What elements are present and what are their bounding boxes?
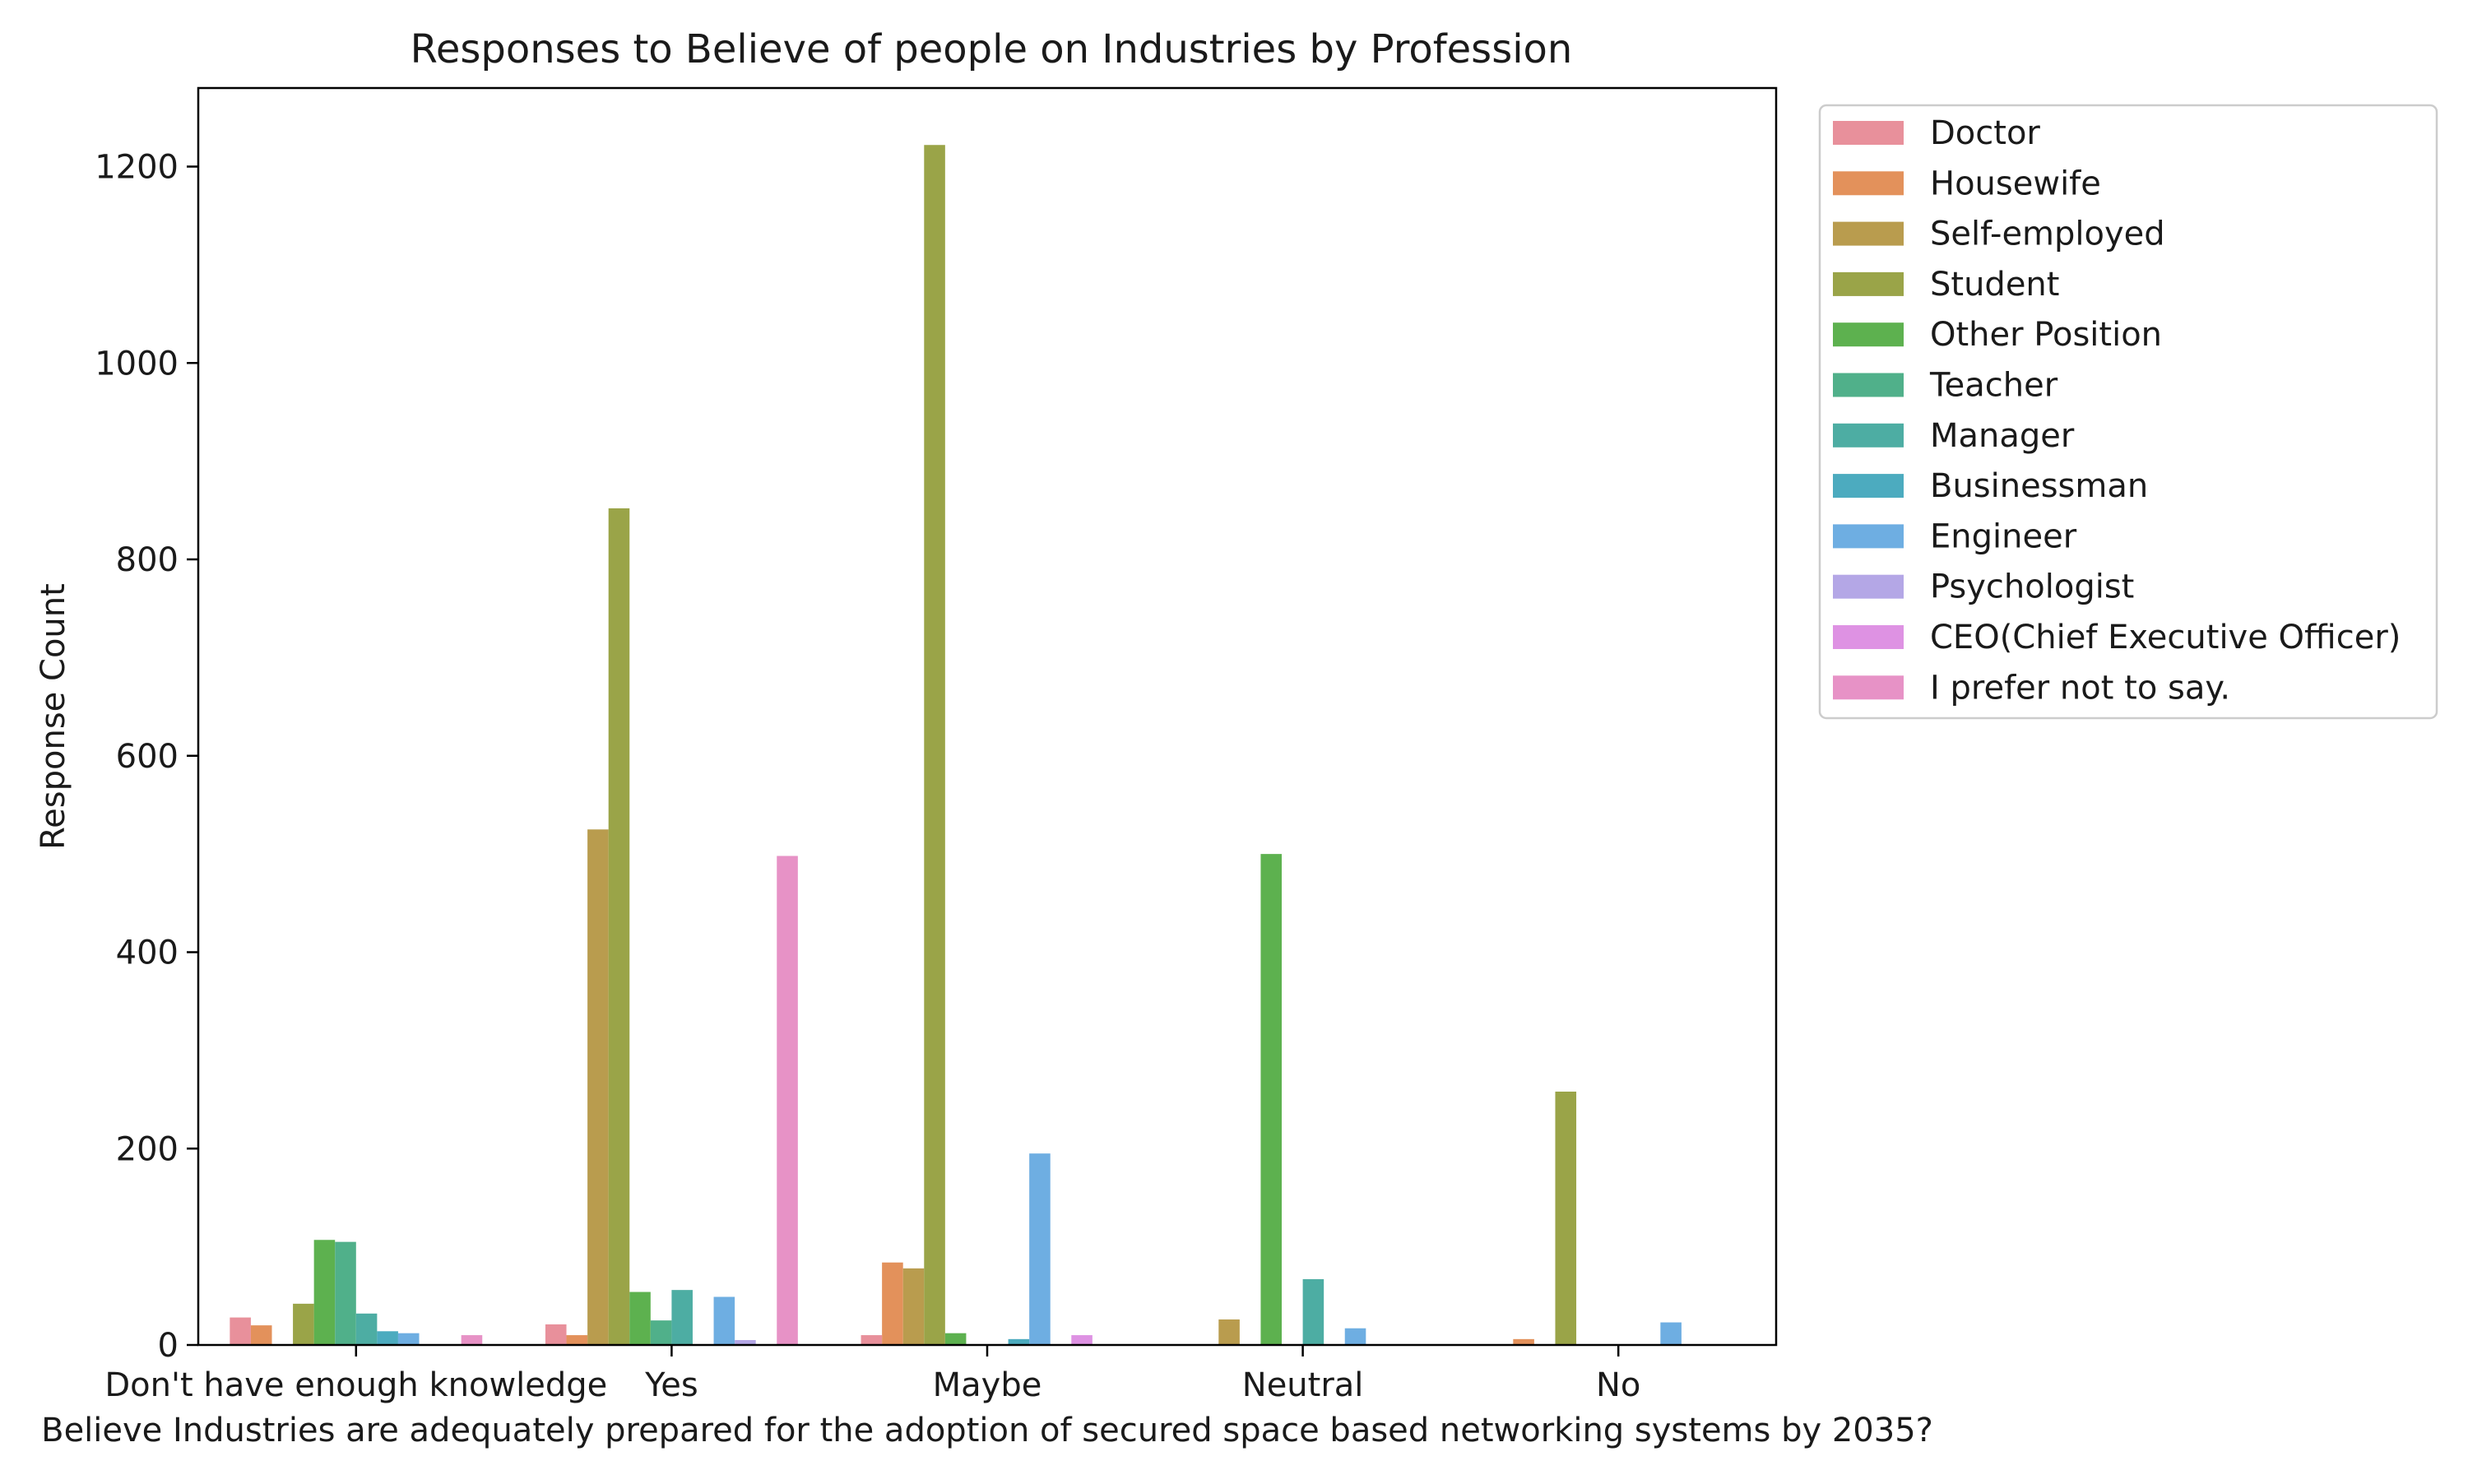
legend-label: Teacher <box>1929 367 2058 405</box>
bar-manager-1 <box>671 1290 693 1345</box>
bar-i-prefer-not-to-say--1 <box>777 856 798 1345</box>
legend-swatch <box>1833 271 1904 296</box>
legend-label: Self-employed <box>1930 216 2165 253</box>
bar-student-2 <box>924 145 945 1346</box>
x-tick-label: Don't have enough knowledge <box>104 1366 607 1404</box>
legend-label: Psychologist <box>1930 568 2134 606</box>
bar-housewife-2 <box>882 1262 903 1345</box>
y-tick-label: 200 <box>116 1130 179 1168</box>
x-tick-label: Yes <box>644 1366 698 1404</box>
legend-label: CEO(Chief Executive Officer) <box>1930 619 2401 656</box>
bar-teacher-1 <box>650 1320 672 1345</box>
bar-engineer-0 <box>397 1333 420 1345</box>
y-tick-label: 400 <box>116 934 179 972</box>
x-tick-label: Maybe <box>933 1366 1042 1404</box>
y-axis-label: Response Count <box>35 583 72 850</box>
legend-swatch <box>1833 423 1904 448</box>
legend-swatch <box>1833 675 1904 700</box>
bar-engineer-2 <box>1029 1153 1051 1345</box>
bar-housewife-0 <box>250 1325 272 1346</box>
bar-other-position-3 <box>1260 854 1283 1346</box>
plot-frame <box>197 86 1778 1347</box>
x-tick-label: No <box>1596 1366 1640 1404</box>
legend-swatch <box>1833 474 1904 499</box>
bar-manager-3 <box>1302 1279 1324 1345</box>
bar-doctor-0 <box>230 1317 251 1345</box>
legend-swatch <box>1833 373 1904 397</box>
legend-label: Engineer <box>1930 517 2077 555</box>
legend-swatch <box>1833 171 1904 196</box>
bar-student-1 <box>608 508 630 1345</box>
legend-swatch <box>1833 625 1904 649</box>
legend-label: Other Position <box>1930 316 2162 354</box>
bar-engineer-3 <box>1344 1328 1366 1345</box>
bar-student-0 <box>293 1303 314 1345</box>
bar-teacher-0 <box>335 1241 356 1345</box>
bar-housewife-4 <box>1513 1338 1534 1345</box>
y-tick-label: 1000 <box>95 345 179 383</box>
bar-i-prefer-not-to-say--0 <box>461 1335 483 1345</box>
legend-frame <box>1818 104 2438 720</box>
bar-businessman-0 <box>377 1331 398 1345</box>
bar-self-employed-3 <box>1218 1319 1240 1345</box>
y-tick-label: 600 <box>116 738 179 776</box>
legend-label: Student <box>1930 266 2059 304</box>
bar-student-4 <box>1555 1092 1577 1345</box>
bar-self-employed-1 <box>587 829 609 1345</box>
bar-engineer-1 <box>713 1296 735 1345</box>
y-tick-label: 1200 <box>95 149 179 187</box>
legend-swatch <box>1833 221 1904 246</box>
legend-swatch <box>1833 524 1904 549</box>
bar-ceo-chief-executive-officer--2 <box>1071 1335 1093 1345</box>
x-axis: Don't have enough knowledge Yes Maybe Neutr… <box>104 1345 1640 1404</box>
legend-swatch <box>1833 121 1904 145</box>
y-tick-label: 0 <box>158 1327 179 1365</box>
bars-group <box>230 145 1682 1346</box>
bar-other-position-0 <box>313 1240 336 1345</box>
legend: Doctor Housewife Self-employed Student Other… <box>1818 104 2438 720</box>
x-tick-label: Neutral <box>1242 1366 1364 1404</box>
bar-doctor-1 <box>545 1324 567 1345</box>
legend-label: Businessman <box>1930 467 2148 505</box>
legend-swatch <box>1833 574 1904 599</box>
bar-other-position-1 <box>629 1292 651 1345</box>
y-axis: 0 200 400 600 800 1000 1200 <box>95 149 198 1365</box>
bar-manager-0 <box>355 1313 378 1345</box>
chart-title: Responses to Believe of people on Indust… <box>411 26 1573 72</box>
bar-engineer-4 <box>1660 1322 1682 1345</box>
bar-self-employed-2 <box>902 1268 925 1345</box>
x-axis-label: Believe Industries are adequately prepar… <box>41 1412 1933 1449</box>
bar-other-position-2 <box>944 1333 967 1345</box>
legend-label: I prefer not to say. <box>1930 669 2230 707</box>
bar-businessman-2 <box>1008 1338 1030 1345</box>
legend-label: Manager <box>1930 417 2075 455</box>
legend-label: Housewife <box>1930 165 2101 202</box>
bar-psychologist-1 <box>735 1340 756 1345</box>
bar-housewife-1 <box>566 1335 588 1345</box>
legend-swatch <box>1833 322 1904 347</box>
y-tick-label: 800 <box>116 541 179 579</box>
bar-doctor-2 <box>861 1335 883 1345</box>
legend-label: Doctor <box>1930 114 2040 152</box>
